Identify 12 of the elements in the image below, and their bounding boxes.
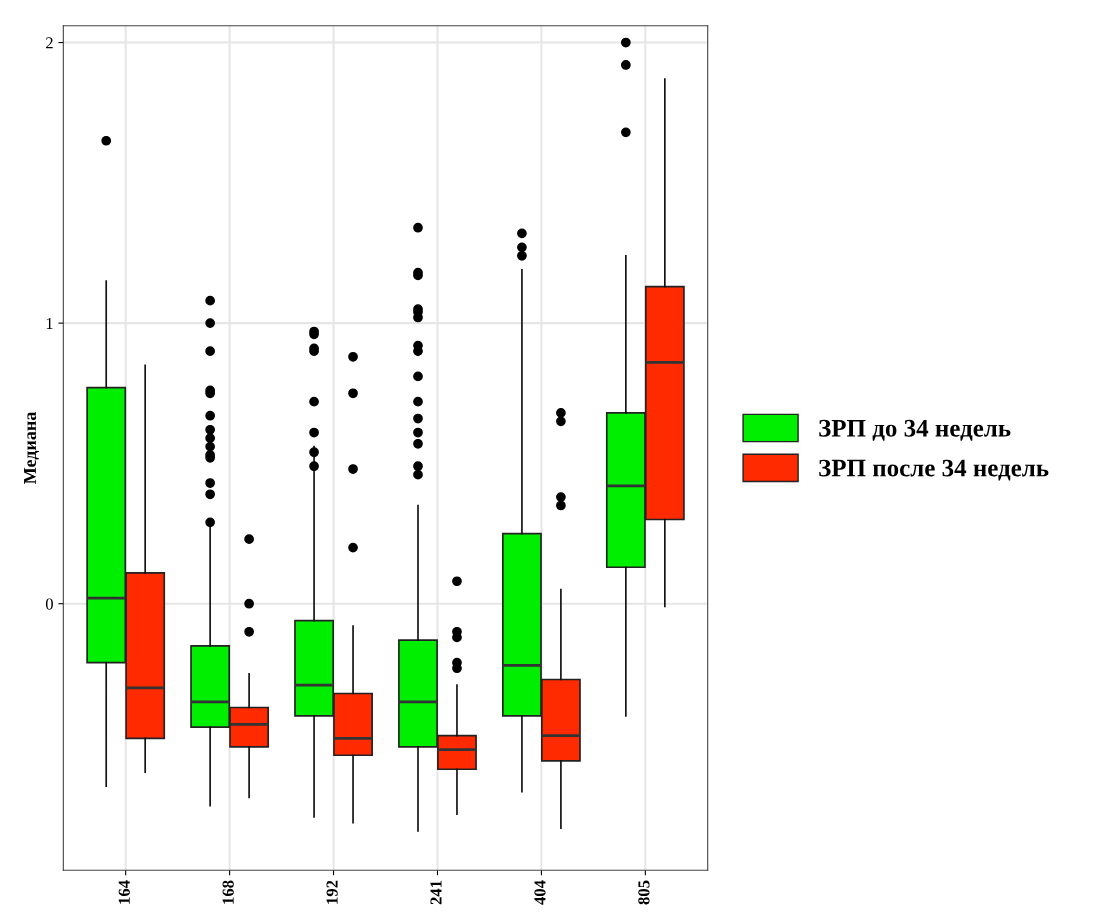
y-tick-label: 0 <box>45 598 53 610</box>
x-tick-label: 192 <box>326 880 338 904</box>
x-tick-label: 168 <box>222 880 234 904</box>
x-tick-label: 805 <box>638 880 650 905</box>
x-tick-label: 241 <box>430 880 442 905</box>
y-tick-label: 1 <box>46 317 53 329</box>
y-axis-title: Медиана <box>24 411 40 484</box>
y-tick-label: 2 <box>46 37 53 49</box>
x-tick-label: 404 <box>534 880 546 905</box>
x-tick-label: 164 <box>118 880 130 904</box>
legend-label: ЗРП до 34 недель <box>819 419 1011 441</box>
legend-label: ЗРП после 34 недель <box>819 459 1049 481</box>
